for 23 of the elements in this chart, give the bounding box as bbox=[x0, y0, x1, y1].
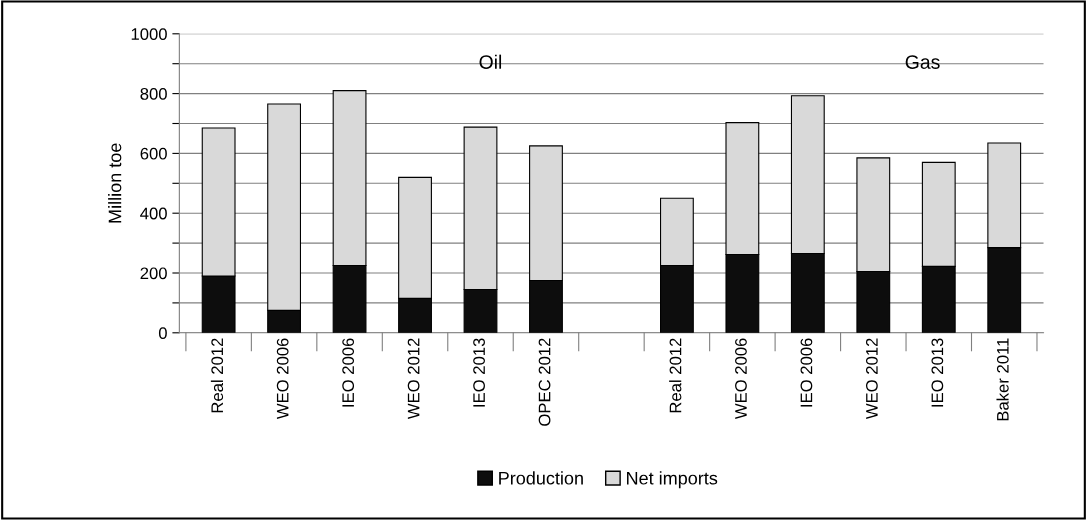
y-tick-label: 0 bbox=[158, 327, 167, 339]
x-tick-label: Real 2012 bbox=[669, 338, 682, 413]
x-tick-label: Baker 2011 bbox=[996, 338, 1009, 421]
x-tick-label: WEO 2012 bbox=[865, 338, 878, 420]
legend-label: Net imports bbox=[627, 471, 718, 489]
annotation: Oil bbox=[479, 54, 502, 69]
y-axis-title: Million toe bbox=[108, 143, 122, 223]
x-tick-label: IEO 2013 bbox=[473, 338, 485, 407]
y-tick-label: 1000 bbox=[131, 28, 167, 40]
x-tick-label: OPEC 2012 bbox=[538, 338, 551, 426]
y-tick-label: 800 bbox=[140, 88, 167, 100]
x-tick-label: WEO 2012 bbox=[407, 338, 420, 420]
x-tick-label: IEO 2006 bbox=[800, 338, 813, 407]
x-tick-label: WEO 2006 bbox=[276, 338, 289, 420]
y-tick-label: 200 bbox=[140, 267, 167, 280]
x-tick-label: WEO 2006 bbox=[735, 338, 747, 420]
y-tick-label: 600 bbox=[140, 147, 167, 160]
annotation: Gas bbox=[905, 55, 940, 69]
y-tick-label: 400 bbox=[140, 207, 167, 220]
legend-label: Production bbox=[499, 471, 583, 485]
x-tick-label: IEO 2013 bbox=[931, 338, 944, 407]
x-tick-label: Real 2012 bbox=[210, 338, 224, 413]
x-tick-label: IEO 2006 bbox=[342, 338, 355, 407]
